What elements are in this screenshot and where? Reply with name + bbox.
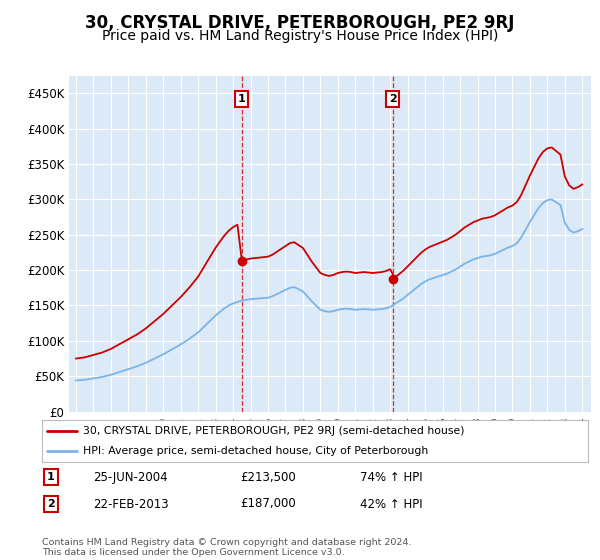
Text: £187,000: £187,000 (240, 497, 296, 511)
Text: 1: 1 (238, 94, 245, 104)
Text: 25-JUN-2004: 25-JUN-2004 (93, 470, 167, 484)
Text: HPI: Average price, semi-detached house, City of Peterborough: HPI: Average price, semi-detached house,… (83, 446, 428, 456)
Text: 74% ↑ HPI: 74% ↑ HPI (360, 470, 422, 484)
Text: 42% ↑ HPI: 42% ↑ HPI (360, 497, 422, 511)
Text: 2: 2 (47, 499, 55, 509)
Text: 30, CRYSTAL DRIVE, PETERBOROUGH, PE2 9RJ: 30, CRYSTAL DRIVE, PETERBOROUGH, PE2 9RJ (85, 14, 515, 32)
Text: 2: 2 (389, 94, 397, 104)
Text: £213,500: £213,500 (240, 470, 296, 484)
Text: Price paid vs. HM Land Registry's House Price Index (HPI): Price paid vs. HM Land Registry's House … (102, 29, 498, 43)
Text: 1: 1 (47, 472, 55, 482)
Text: Contains HM Land Registry data © Crown copyright and database right 2024.
This d: Contains HM Land Registry data © Crown c… (42, 538, 412, 557)
Text: 22-FEB-2013: 22-FEB-2013 (93, 497, 169, 511)
Text: 30, CRYSTAL DRIVE, PETERBOROUGH, PE2 9RJ (semi-detached house): 30, CRYSTAL DRIVE, PETERBOROUGH, PE2 9RJ… (83, 426, 464, 436)
